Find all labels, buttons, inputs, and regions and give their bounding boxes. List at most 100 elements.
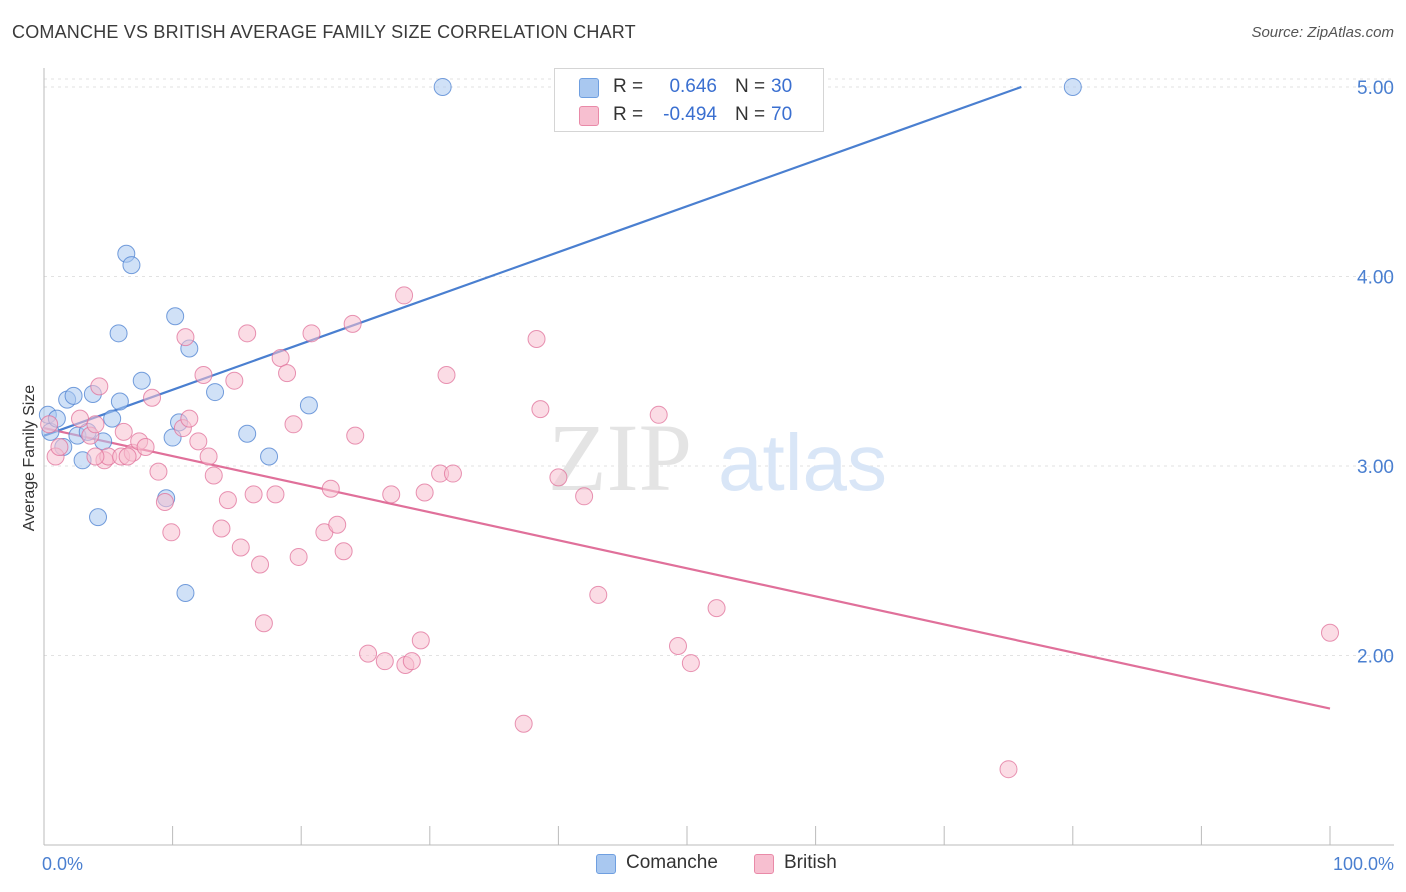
point-british	[649, 405, 668, 424]
legend-row-british: R = -0.494 N = 70	[555, 101, 823, 129]
point-comanche	[433, 77, 452, 96]
point-british	[575, 487, 594, 506]
point-british	[244, 485, 263, 504]
series-swatch-british	[754, 854, 774, 874]
legend-row-comanche: R = 0.646 N = 30	[555, 73, 823, 101]
point-british	[231, 538, 250, 557]
trend-line-british	[43, 426, 1331, 710]
source-label: Source: ZipAtlas.com	[1251, 24, 1394, 41]
grid-lines	[44, 78, 1394, 656]
y-tick-label: 3.00	[1357, 457, 1394, 478]
watermark-atlas: atlas	[718, 418, 887, 507]
point-british	[346, 426, 365, 445]
tick-labels: 2.00 3.00 4.00 5.00 0.0% 100.0%	[42, 78, 1394, 874]
point-comanche	[110, 392, 129, 411]
point-british	[681, 654, 700, 673]
point-british	[149, 462, 168, 481]
stats-legend: R = 0.646 N = 30 R = -0.494 N = 70	[554, 68, 824, 132]
point-british	[328, 515, 347, 534]
axes	[43, 68, 1394, 846]
point-british	[136, 438, 155, 457]
point-british	[176, 328, 195, 347]
legend-swatch-british	[579, 106, 599, 126]
point-british	[50, 438, 69, 457]
point-british	[549, 468, 568, 487]
point-british	[334, 542, 353, 561]
point-british	[289, 547, 308, 566]
point-comanche	[109, 324, 128, 343]
point-british	[155, 492, 174, 511]
data-points	[38, 77, 1339, 779]
point-british	[531, 400, 550, 419]
point-british	[302, 324, 321, 343]
series-swatch-comanche	[596, 854, 616, 874]
point-british	[999, 760, 1018, 779]
legend-r-value: 0.646	[669, 76, 717, 97]
point-british	[343, 314, 362, 333]
point-british	[238, 324, 257, 343]
point-british	[40, 415, 59, 434]
point-british	[218, 491, 237, 510]
watermark-zip: ZIP	[548, 404, 692, 511]
point-british	[271, 348, 290, 367]
point-comanche	[206, 383, 225, 402]
point-british	[411, 631, 430, 650]
point-british	[402, 652, 421, 671]
point-british	[437, 366, 456, 385]
point-comanche	[103, 409, 122, 428]
legend-r-value: -0.494	[663, 104, 717, 125]
point-british	[321, 479, 340, 498]
point-british	[415, 483, 434, 502]
y-tick-label: 2.00	[1357, 646, 1394, 667]
legend-r-label: R =	[613, 104, 644, 125]
point-british	[359, 644, 378, 663]
legend-n-label: N =	[735, 104, 766, 125]
point-british	[284, 415, 303, 434]
point-british	[204, 466, 223, 485]
point-comanche	[238, 424, 257, 443]
point-british	[514, 714, 533, 733]
point-british	[114, 422, 133, 441]
legend-n-label: N =	[735, 76, 766, 97]
legend-n-value: 30	[771, 76, 793, 97]
y-tick-label: 4.00	[1357, 267, 1394, 288]
point-british	[90, 377, 109, 396]
point-british	[71, 409, 90, 428]
point-british	[254, 614, 273, 633]
legend-r-label: R =	[613, 76, 644, 97]
point-british	[199, 447, 218, 466]
point-british	[382, 485, 401, 504]
point-british	[225, 371, 244, 390]
point-british	[189, 432, 208, 451]
point-british	[668, 637, 687, 656]
point-british	[266, 485, 285, 504]
x-tick-label: 0.0%	[42, 854, 83, 874]
point-comanche	[299, 396, 318, 415]
point-british	[118, 447, 137, 466]
point-british	[212, 519, 231, 538]
trend-lines	[43, 85, 1331, 710]
point-british	[443, 464, 462, 483]
point-british	[527, 330, 546, 349]
point-british	[589, 585, 608, 604]
chart-title: COMANCHE VS BRITISH AVERAGE FAMILY SIZE …	[12, 22, 636, 42]
x-tick-label: 100.0%	[1333, 854, 1394, 874]
point-british	[707, 599, 726, 618]
point-comanche	[64, 386, 83, 405]
point-comanche	[122, 256, 141, 275]
point-british	[251, 555, 270, 574]
watermark: ZIP atlas	[548, 404, 887, 511]
point-comanche	[1063, 77, 1082, 96]
point-british	[375, 652, 394, 671]
point-british	[162, 523, 181, 542]
legend-n-value: 70	[771, 104, 793, 125]
point-comanche	[132, 371, 151, 390]
y-tick-label: 5.00	[1357, 78, 1394, 99]
point-british	[143, 388, 162, 407]
point-comanche	[89, 508, 108, 527]
point-comanche	[176, 583, 195, 602]
point-british	[194, 366, 213, 385]
point-comanche	[260, 447, 279, 466]
point-comanche	[166, 307, 185, 326]
